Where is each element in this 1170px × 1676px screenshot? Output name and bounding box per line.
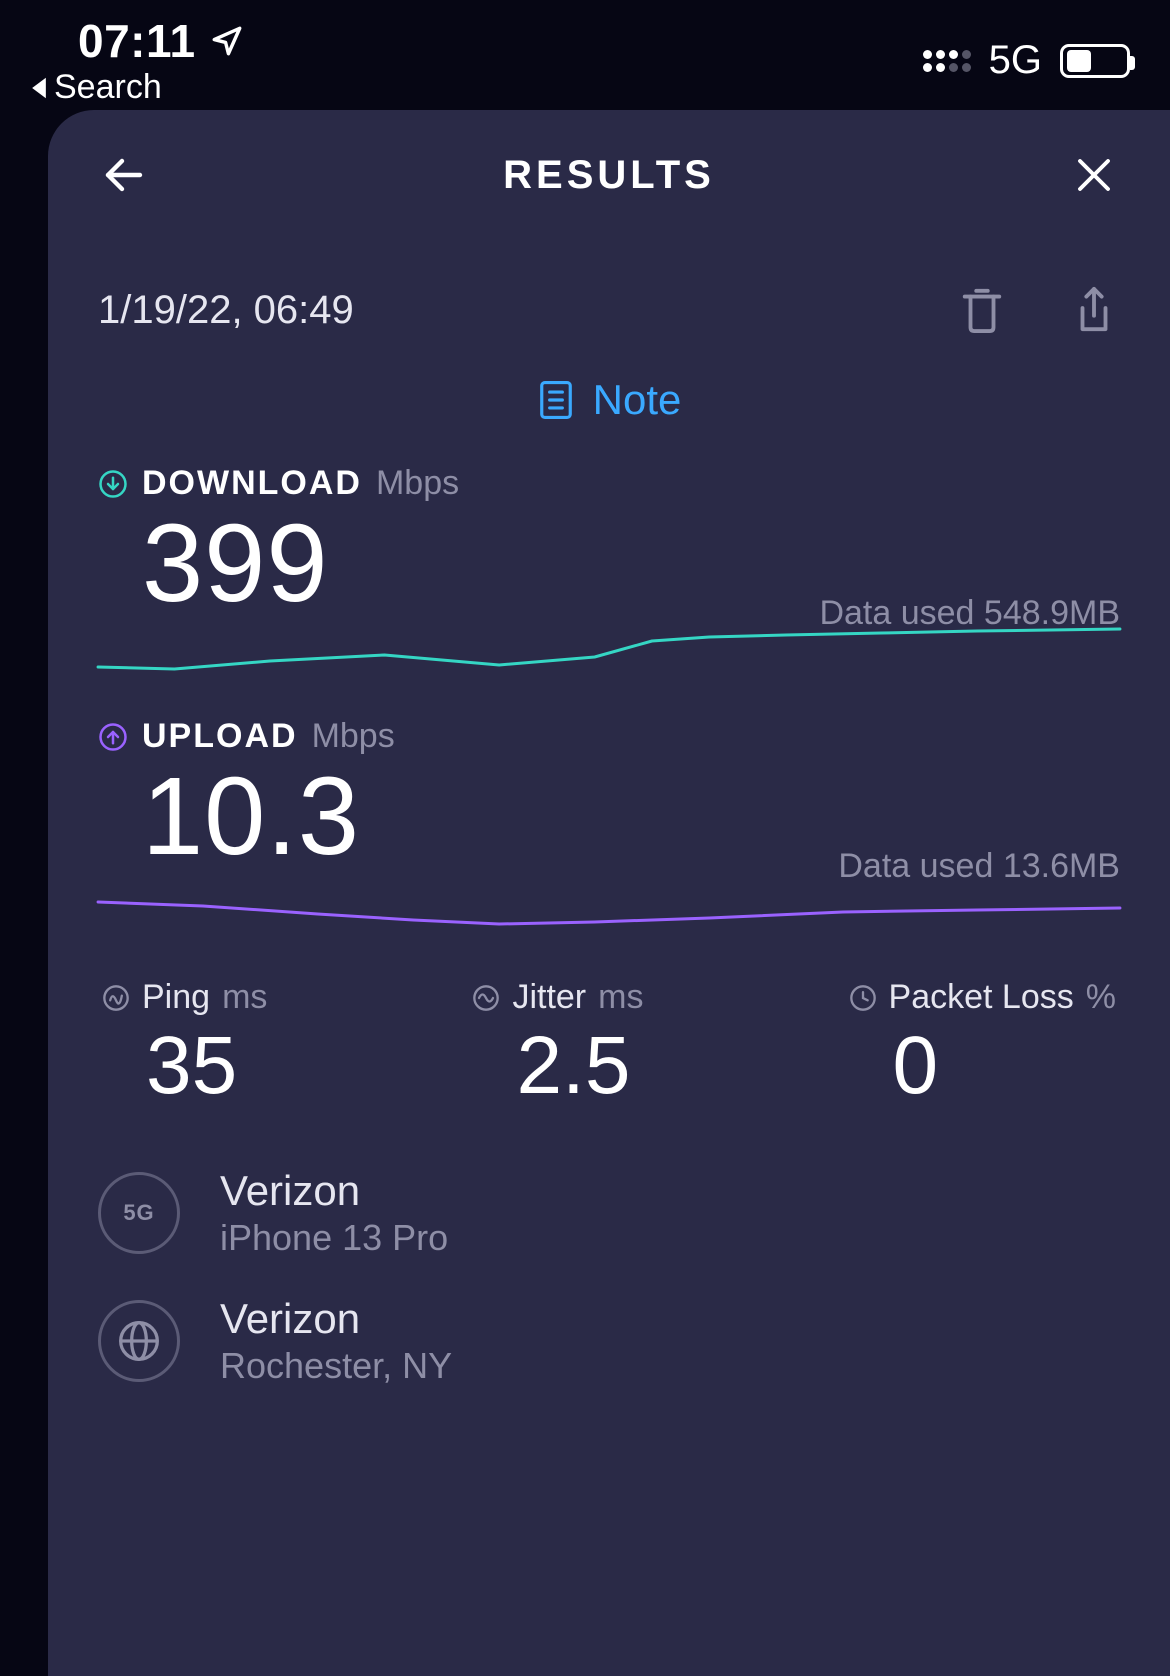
download-section: DOWNLOAD Mbps 399 Data used 548.9MB: [98, 460, 1120, 689]
upload-unit: Mbps: [312, 717, 395, 756]
result-card: RESULTS 1/19/22, 06:49 Note: [48, 110, 1170, 1676]
result-timestamp: 1/19/22, 06:49: [98, 288, 354, 333]
jitter-value: 2.5: [516, 1021, 643, 1111]
globe-icon: [117, 1319, 161, 1363]
upload-label: UPLOAD: [142, 717, 298, 756]
upload-section: UPLOAD Mbps 10.3 Data used 13.6MB: [98, 713, 1120, 942]
jitter-unit: ms: [598, 978, 643, 1017]
download-unit: Mbps: [376, 464, 459, 503]
share-icon: [1071, 283, 1117, 337]
download-data-used: Data used 548.9MB: [819, 594, 1120, 633]
delete-button[interactable]: [956, 284, 1008, 336]
packet-loss-value: 0: [893, 1021, 1116, 1111]
server-name: Verizon: [220, 1295, 452, 1343]
packet-loss-icon: [849, 984, 877, 1012]
server-row[interactable]: Verizon Rochester, NY: [98, 1295, 1120, 1387]
device-model: iPhone 13 Pro: [220, 1217, 448, 1259]
download-label: DOWNLOAD: [142, 464, 362, 503]
server-badge: [98, 1300, 180, 1382]
share-button[interactable]: [1068, 284, 1120, 336]
arrow-left-icon: [100, 151, 148, 199]
network-badge: 5G: [98, 1172, 180, 1254]
location-arrow-icon: [210, 24, 244, 58]
timestamp-row: 1/19/22, 06:49: [98, 284, 1120, 336]
ping-metric: Ping ms 35: [102, 978, 267, 1111]
upload-data-used: Data used 13.6MB: [838, 847, 1120, 886]
app-header: RESULTS: [98, 110, 1120, 240]
device-row[interactable]: 5G Verizon iPhone 13 Pro: [98, 1167, 1120, 1259]
battery-fill: [1067, 50, 1091, 72]
status-time-group: 07:11: [78, 14, 244, 68]
page-title: RESULTS: [503, 153, 715, 198]
note-label: Note: [593, 376, 682, 424]
status-time: 07:11: [78, 14, 196, 68]
trash-icon: [959, 284, 1005, 336]
ping-label: Ping: [142, 978, 210, 1017]
ping-icon: [102, 984, 130, 1012]
status-right: 5G: [923, 38, 1130, 83]
download-icon: [98, 469, 128, 499]
carrier-block: 5G Verizon iPhone 13 Pro Verizon Rochest…: [98, 1167, 1120, 1387]
jitter-icon: [472, 984, 500, 1012]
close-button[interactable]: [1068, 149, 1120, 201]
back-button[interactable]: [98, 149, 150, 201]
note-button[interactable]: Note: [98, 376, 1120, 424]
timestamp-actions: [956, 284, 1120, 336]
back-triangle-icon: [30, 76, 48, 100]
ping-unit: ms: [222, 978, 267, 1017]
status-bar: 07:11 Search 5G: [0, 0, 1170, 110]
close-icon: [1073, 154, 1115, 196]
jitter-metric: Jitter ms 2.5: [472, 978, 643, 1111]
jitter-label: Jitter: [512, 978, 586, 1017]
back-to-search[interactable]: Search: [30, 68, 162, 107]
carrier-name: Verizon: [220, 1167, 448, 1215]
note-icon: [537, 379, 575, 421]
packet-loss-metric: Packet Loss % 0: [849, 978, 1116, 1111]
back-breadcrumb-label: Search: [54, 68, 162, 107]
metrics-row: Ping ms 35 Jitter ms 2.5 Packet Loss %: [98, 978, 1120, 1111]
packet-loss-unit: %: [1086, 978, 1116, 1017]
network-badge-text: 5G: [123, 1200, 154, 1226]
network-type: 5G: [989, 38, 1042, 83]
battery-icon: [1060, 44, 1130, 78]
signal-dots-icon: [923, 50, 971, 72]
ping-value: 35: [146, 1021, 267, 1111]
packet-loss-label: Packet Loss: [889, 978, 1074, 1017]
upload-icon: [98, 722, 128, 752]
server-location: Rochester, NY: [220, 1345, 452, 1387]
